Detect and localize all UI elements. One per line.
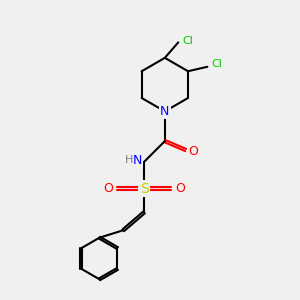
Text: O: O [188,145,198,158]
Text: O: O [103,182,113,195]
Text: S: S [140,182,148,196]
Text: Cl: Cl [212,59,222,69]
Text: N: N [160,105,170,118]
Text: N: N [133,154,142,167]
Text: O: O [175,182,185,195]
Text: Cl: Cl [182,36,193,46]
Text: H: H [124,155,133,165]
